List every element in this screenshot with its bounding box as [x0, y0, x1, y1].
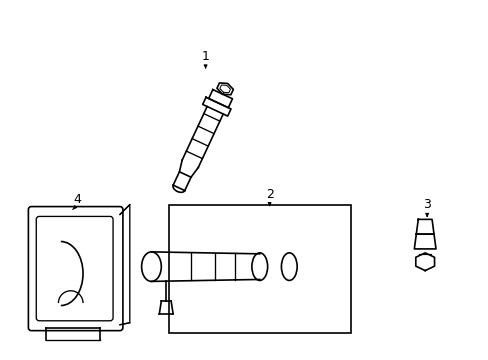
Text: 3: 3 — [422, 198, 430, 211]
Text: 2: 2 — [265, 188, 273, 201]
Bar — [169, 204, 350, 333]
Text: 1: 1 — [201, 50, 209, 63]
Text: 4: 4 — [74, 193, 81, 206]
